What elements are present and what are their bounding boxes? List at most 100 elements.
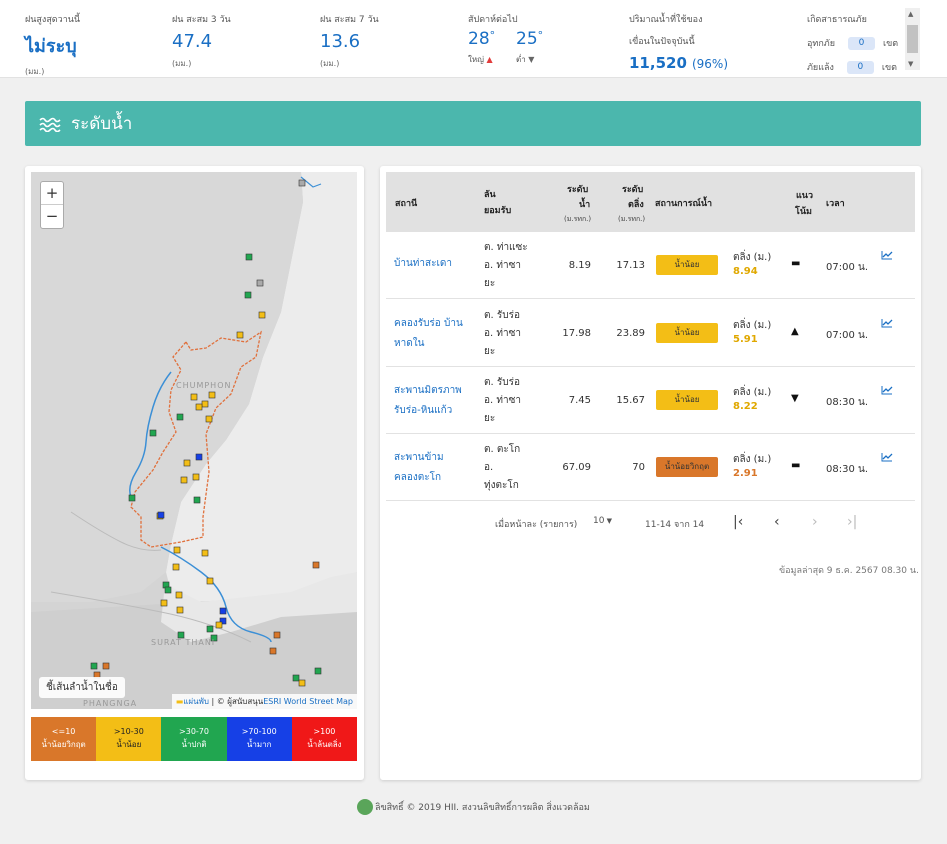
station-marker[interactable] — [206, 577, 214, 585]
station-marker[interactable] — [177, 631, 185, 639]
station-marker[interactable] — [192, 473, 200, 481]
attrib-leaflet-link[interactable]: แผ่นพับ — [183, 697, 209, 706]
stat-label: ฝน สะสม 7 วัน — [320, 15, 379, 25]
scroll-down-icon[interactable]: ▼ — [908, 60, 914, 68]
station-marker[interactable] — [245, 253, 253, 261]
zone-unit: เขต — [881, 63, 897, 73]
section-banner: ระดับน้ำ — [25, 101, 921, 146]
station-marker[interactable] — [210, 634, 218, 642]
station-name[interactable]: คลองรับร่อ บ้าน หาดใน — [394, 314, 463, 354]
col-water-level-unit: (ม.รทก.) — [564, 215, 592, 223]
chart-icon[interactable] — [881, 250, 893, 263]
stat-rain-7day: ฝน สะสม 7 วัน 13.6 (มม.) — [320, 12, 379, 70]
place-label-chumphon: CHUMPHON — [176, 381, 232, 390]
zoom-out-button[interactable]: − — [45, 207, 59, 225]
station-marker[interactable] — [172, 563, 180, 571]
degree-symbol: ° — [537, 29, 544, 42]
flag-icon: ▬ — [175, 697, 184, 706]
station-line-2: คลองตะโก — [394, 472, 441, 483]
station-marker[interactable] — [176, 413, 184, 421]
status-badge: น้ำน้อย — [656, 323, 718, 343]
last-updated: ข้อมูลล่าสุด 9 ธ.ค. 2567 08.30 น. — [779, 566, 919, 576]
scroll-thumb[interactable] — [907, 25, 918, 53]
hii-logo-icon — [357, 799, 373, 815]
station-name[interactable]: บ้านท่าสะเดา — [394, 254, 452, 274]
station-marker[interactable] — [292, 674, 300, 682]
scroll-up-icon[interactable]: ▲ — [908, 10, 914, 18]
stat-disaster: เกิดสาธารณภัย อุทกภัย 0 เขต ภัยแล้ง 0 เขต — [807, 12, 898, 74]
chart-icon[interactable] — [881, 318, 893, 331]
zoom-in-button[interactable]: + — [41, 182, 63, 205]
map-attribution: ▬แผ่นพับ | © ผู้สนับสนุนESRI World Stree… — [171, 694, 357, 709]
station-marker[interactable] — [219, 617, 227, 625]
station-name[interactable]: สะพานข้าม คลองตะโก — [394, 448, 444, 488]
station-marker[interactable] — [176, 606, 184, 614]
station-marker[interactable] — [128, 494, 136, 502]
station-marker[interactable] — [193, 496, 201, 504]
station-marker[interactable] — [258, 311, 266, 319]
station-marker[interactable] — [236, 331, 244, 339]
map-canvas[interactable] — [31, 172, 357, 709]
page-range: 11-14 จาก 14 — [645, 520, 705, 530]
station-marker[interactable] — [164, 586, 172, 594]
footer: ลิขสิทธิ์ © 2019 HII. สงวนลิขสิทธิ์การผล… — [357, 799, 590, 815]
station-marker[interactable] — [269, 647, 277, 655]
map-legend: <=10 น้ำน้อยวิกฤต >10-30 น้ำน้อย >30-70 น้ำปก… — [31, 717, 358, 761]
station-marker[interactable] — [90, 662, 98, 670]
station-marker[interactable] — [312, 561, 320, 569]
table-row: สะพานข้าม คลองตะโก ต. ตะโก อ. ทุ่งตะโก 67.09 7… — [386, 434, 915, 501]
station-marker[interactable] — [195, 403, 203, 411]
station-markers[interactable] — [90, 179, 322, 687]
station-marker[interactable] — [298, 679, 306, 687]
col-basin: ลัน — [484, 190, 496, 200]
table-card — [380, 166, 921, 780]
first-page-button[interactable]: |‹ — [733, 514, 744, 530]
per-page-select[interactable]: 10 ▼ — [593, 516, 612, 526]
station-marker[interactable] — [215, 621, 223, 629]
time-value: 08:30 น. — [826, 397, 869, 408]
station-marker[interactable] — [256, 279, 264, 287]
station-marker[interactable] — [160, 599, 168, 607]
stats-scrollbar[interactable]: ▲ ▼ — [905, 8, 920, 70]
last-page-button[interactable]: ›| — [847, 514, 858, 530]
station-marker[interactable] — [244, 291, 252, 299]
legend-range: >70-100 — [241, 727, 277, 736]
station-marker[interactable] — [201, 549, 209, 557]
station-marker[interactable] — [273, 631, 281, 639]
attrib-esri-link[interactable]: ESRI World Street Map — [263, 697, 353, 706]
prev-page-button[interactable]: ‹ — [774, 514, 780, 530]
station-line-2: รับร่อ-หินแก้ว — [394, 405, 453, 416]
station-marker[interactable] — [183, 459, 191, 467]
time-value: 07:00 น. — [826, 330, 869, 341]
station-marker[interactable] — [201, 400, 209, 408]
station-marker[interactable] — [149, 429, 157, 437]
legend-item: >100 น้ำล้นตลิ่ง — [291, 717, 358, 761]
station-marker[interactable] — [157, 511, 165, 519]
station-name[interactable]: สะพานมิตรภาพ รับร่อ-หินแก้ว — [394, 381, 462, 421]
status-badge: น้ำน้อย — [656, 255, 718, 275]
river-names-button[interactable]: ชี้เส้นลำน้ำในชื่อ — [39, 677, 125, 698]
legend-item: >10-30 น้ำน้อย — [96, 717, 162, 761]
water-level-value: 7.45 — [568, 395, 591, 406]
table-row: สะพานมิตรภาพ รับร่อ-หินแก้ว ต. รับร่อ อ. ท่… — [386, 367, 915, 434]
temp-low: 25 — [516, 29, 538, 49]
station-marker[interactable] — [205, 415, 213, 423]
station-marker[interactable] — [208, 391, 216, 399]
chart-icon[interactable] — [881, 452, 893, 465]
chart-icon[interactable] — [881, 385, 893, 398]
per-page-label: เมื่อหน้าละ (รายการ) — [495, 520, 578, 530]
station-marker[interactable] — [190, 393, 198, 401]
station-map[interactable]: CHUMPHON SURAT THANI PHANGNGA + − ชี้เส้… — [31, 172, 357, 709]
station-marker[interactable] — [314, 667, 322, 675]
station-marker[interactable] — [206, 625, 214, 633]
next-page-button[interactable]: › — [812, 514, 818, 530]
station-marker[interactable] — [180, 476, 188, 484]
station-marker[interactable] — [219, 607, 227, 615]
station-marker[interactable] — [175, 591, 183, 599]
trend-icon: ▬ — [791, 460, 801, 471]
station-marker[interactable] — [173, 546, 181, 554]
dam-label-1: ปริมาณน้ำที่ใช้ของ — [629, 15, 703, 25]
station-marker[interactable] — [102, 662, 110, 670]
station-marker[interactable] — [298, 179, 306, 187]
station-marker[interactable] — [195, 453, 203, 461]
